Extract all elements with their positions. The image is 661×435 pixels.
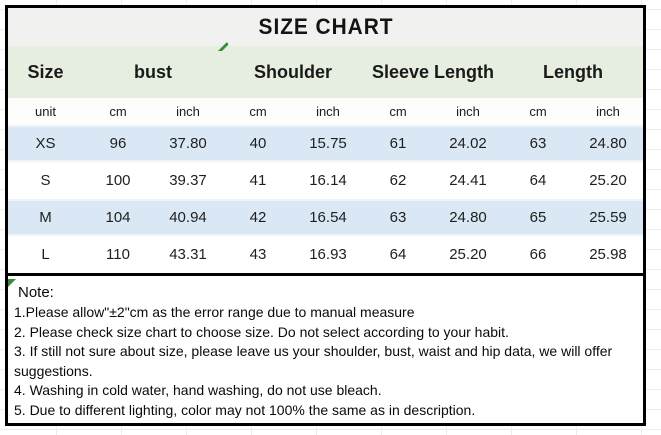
section-divider [8, 273, 643, 276]
value-cell: 16.14 [309, 172, 347, 189]
value-cell: 100 [105, 172, 131, 189]
unit-row: unit cm inch cm inch cm inch cm inch [8, 98, 643, 125]
value-cell: 25.20 [449, 246, 487, 263]
unit-cell: cm [529, 104, 547, 119]
value-cell: 66 [529, 246, 547, 263]
cell-error-marker-icon [8, 279, 16, 287]
value-cell: 24.41 [449, 172, 487, 189]
unit-cell: inch [596, 104, 620, 119]
column-header-row: Size bust Shoulder Sleeve Length Length [8, 46, 643, 98]
value-cell: 110 [106, 246, 130, 263]
note-item: 2. Please check size chart to choose siz… [14, 323, 509, 340]
value-cell: 96 [109, 135, 127, 152]
value-cell: 25.20 [589, 172, 627, 189]
unit-cell: cm [249, 104, 267, 119]
table-row-l: L 110 43.31 43 16.93 64 25.20 66 25.98 [8, 236, 643, 273]
value-cell: 63 [529, 135, 547, 152]
value-cell: 40 [249, 135, 267, 152]
value-cell: 64 [389, 246, 407, 263]
page-title: SIZE CHART [258, 14, 393, 39]
value-cell: 43 [249, 246, 267, 263]
value-cell: 43.31 [169, 246, 207, 263]
note-item: 1.Please allow"±2"cm as the error range … [14, 304, 415, 320]
unit-cell: unit [35, 104, 56, 119]
value-cell: 41 [249, 172, 267, 189]
value-cell: 65 [529, 209, 547, 226]
comment-arrow-icon [218, 42, 229, 51]
table-row-xs: XS 96 37.80 40 15.75 61 24.02 63 24.80 [8, 125, 643, 162]
column-header-shoulder: Shoulder [253, 61, 332, 82]
value-cell: 63 [389, 209, 407, 226]
value-cell: 62 [389, 172, 407, 189]
value-cell: 42 [249, 209, 267, 226]
value-cell: 37.80 [169, 135, 207, 152]
value-cell: 104 [105, 209, 131, 226]
value-cell: 64 [529, 172, 547, 189]
value-cell: 24.80 [449, 209, 487, 226]
value-cell: 24.02 [449, 135, 487, 152]
notes-section: Note: 1.Please allow"±2"cm as the error … [8, 276, 643, 420]
value-cell: 40.94 [169, 209, 207, 226]
unit-cell: inch [176, 104, 200, 119]
column-header-sleeve-length: Sleeve Length [371, 61, 495, 82]
value-cell: 25.98 [589, 246, 627, 263]
note-item: 5. Due to different lighting, color may … [14, 401, 476, 418]
column-header-size: Size [27, 61, 64, 82]
size-chart-title-bar: SIZE CHART [8, 8, 643, 46]
unit-cell: inch [316, 104, 340, 119]
size-cell: L [41, 246, 50, 263]
unit-cell: cm [389, 104, 407, 119]
unit-cell: cm [109, 104, 127, 119]
value-cell: 61 [389, 135, 407, 152]
value-cell: 15.75 [309, 135, 347, 152]
notes-heading: Note: [18, 284, 54, 301]
note-item: 3. If still not sure about size, please … [14, 343, 613, 379]
value-cell: 24.80 [589, 135, 627, 152]
column-header-length: Length [543, 61, 603, 82]
value-cell: 16.93 [309, 246, 347, 263]
table-row-m: M 104 40.94 42 16.54 63 24.80 65 25.59 [8, 199, 643, 236]
size-cell: S [40, 172, 51, 189]
size-chart-panel: SIZE CHART Size bust Shoulder Sleeve Len… [5, 5, 646, 426]
value-cell: 25.59 [589, 209, 627, 226]
size-cell: XS [35, 135, 56, 152]
value-cell: 39.37 [169, 172, 207, 189]
table-row-s: S 100 39.37 41 16.14 62 24.41 64 25.20 [8, 162, 643, 199]
unit-cell: inch [456, 104, 480, 119]
column-header-bust: bust [134, 61, 172, 82]
size-cell: M [39, 209, 52, 226]
value-cell: 16.54 [309, 209, 347, 226]
note-item: 4. Washing in cold water, hand washing, … [14, 382, 382, 398]
